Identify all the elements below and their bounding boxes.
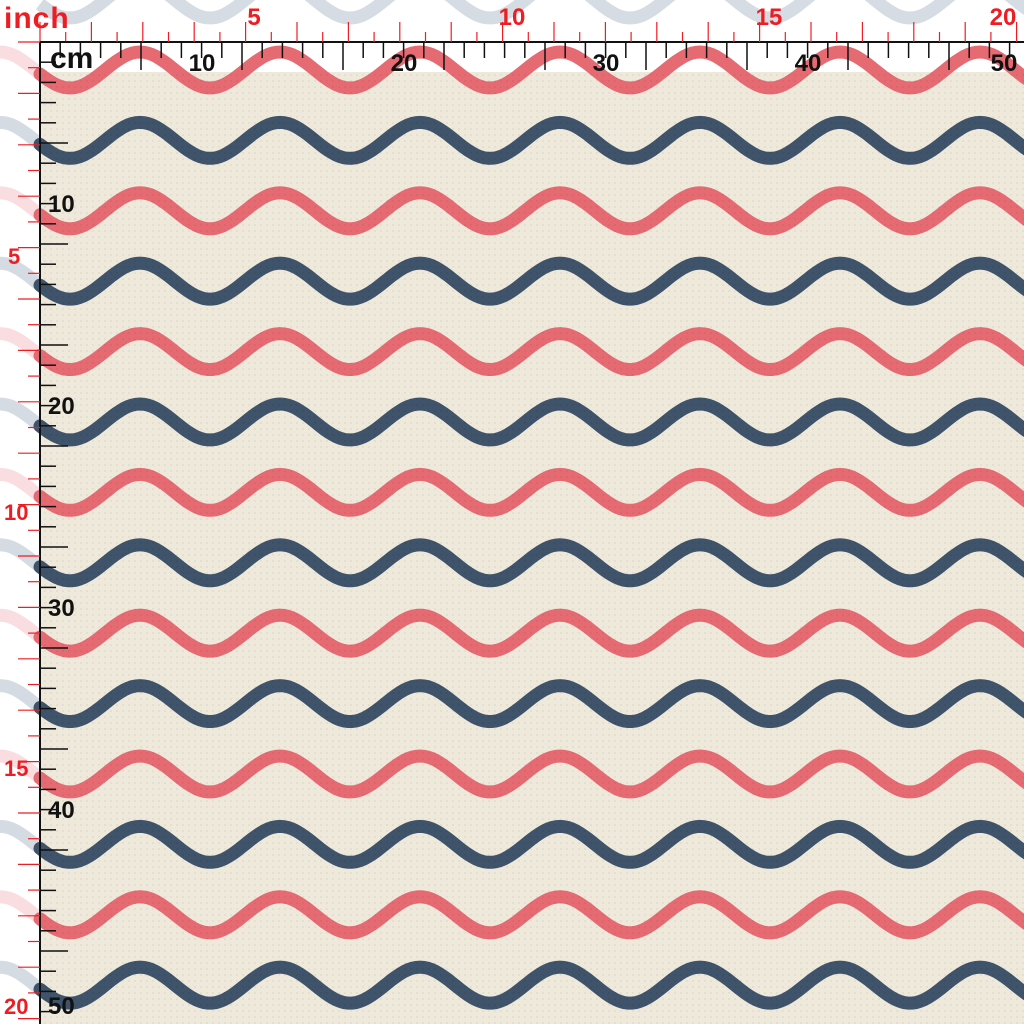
faded-wave xyxy=(0,608,48,646)
top-inch-label: 20 xyxy=(989,4,1017,31)
top-cm-label: 20 xyxy=(390,50,418,77)
faded-wave xyxy=(0,115,48,153)
faded-wave xyxy=(0,45,48,83)
faded-wave xyxy=(0,256,48,294)
faded-wave xyxy=(0,890,48,928)
top-cm-label: 50 xyxy=(990,50,1018,77)
left-cm-label: 50 xyxy=(48,993,75,1020)
left-cm-label: 20 xyxy=(48,393,75,420)
left-inch-label: 10 xyxy=(4,500,29,525)
left-inch-label: 15 xyxy=(4,756,29,781)
left-cm-label: 40 xyxy=(48,797,75,824)
faded-wave xyxy=(0,749,48,787)
top-cm-label: 30 xyxy=(592,50,620,77)
left-inch-label: 5 xyxy=(8,244,21,269)
faded-wave xyxy=(0,327,48,364)
top-cm-label: 10 xyxy=(188,50,216,77)
cm-ruler-title: cm xyxy=(50,42,94,75)
faded-wave xyxy=(0,467,48,505)
faded-wave xyxy=(0,186,48,224)
faded-wave xyxy=(0,679,48,716)
inch-ruler-title: inch xyxy=(4,2,70,35)
faded-wave xyxy=(36,0,1024,25)
top-inch-label: 10 xyxy=(498,4,526,31)
faded-wave xyxy=(0,397,48,435)
top-cm-label: 40 xyxy=(794,50,822,77)
left-cm-label: 10 xyxy=(48,191,75,218)
top-inch-label: 15 xyxy=(755,4,783,31)
faded-wave xyxy=(0,960,48,998)
faded-wave xyxy=(0,819,48,857)
top-inch-label: 5 xyxy=(247,4,261,31)
left-cm-label: 30 xyxy=(48,595,75,622)
left-inch-label: 20 xyxy=(4,994,29,1019)
